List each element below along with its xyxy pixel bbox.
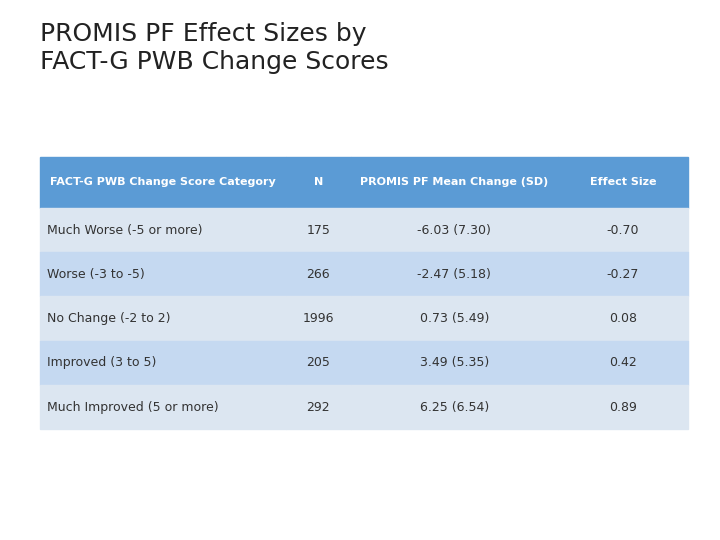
Text: 175: 175 (306, 224, 330, 237)
Bar (40, 385, 286, 429)
Text: PROMIS PF Effect Sizes by
FACT-G PWB Change Scores: PROMIS PF Effect Sizes by FACT-G PWB Cha… (40, 22, 388, 75)
Bar (286, 385, 351, 429)
Bar (351, 157, 558, 208)
Text: 1996: 1996 (302, 312, 334, 325)
Bar (286, 208, 351, 252)
Text: -0.70: -0.70 (606, 224, 639, 237)
Bar (40, 341, 286, 385)
Text: 292: 292 (307, 401, 330, 414)
Text: Much Worse (-5 or more): Much Worse (-5 or more) (47, 224, 202, 237)
Bar (558, 341, 688, 385)
Bar (40, 157, 286, 208)
Text: 205: 205 (306, 356, 330, 369)
Text: FACT-G PWB Change Score Category: FACT-G PWB Change Score Category (50, 177, 276, 187)
Text: Improved (3 to 5): Improved (3 to 5) (47, 356, 156, 369)
Bar (558, 252, 688, 296)
Bar (286, 341, 351, 385)
Bar (40, 252, 286, 296)
Text: 3.49 (5.35): 3.49 (5.35) (420, 356, 489, 369)
Text: 6.25 (6.54): 6.25 (6.54) (420, 401, 489, 414)
Text: 0.42: 0.42 (609, 356, 636, 369)
Text: Effect Size: Effect Size (590, 177, 656, 187)
Text: 0.08: 0.08 (609, 312, 636, 325)
Bar (351, 252, 558, 296)
Bar (558, 208, 688, 252)
Text: PROMIS PF Mean Change (SD): PROMIS PF Mean Change (SD) (360, 177, 549, 187)
Bar (286, 296, 351, 341)
Text: -2.47 (5.18): -2.47 (5.18) (418, 268, 491, 281)
Text: 266: 266 (307, 268, 330, 281)
Text: -0.27: -0.27 (607, 268, 639, 281)
Text: N: N (314, 177, 323, 187)
Bar (286, 157, 351, 208)
Bar (40, 296, 286, 341)
Bar (286, 252, 351, 296)
Bar (558, 157, 688, 208)
Text: Much Improved (5 or more): Much Improved (5 or more) (47, 401, 218, 414)
Text: 0.89: 0.89 (609, 401, 636, 414)
Bar (351, 341, 558, 385)
Bar (351, 208, 558, 252)
Bar (351, 296, 558, 341)
Bar (558, 385, 688, 429)
Text: 0.73 (5.49): 0.73 (5.49) (420, 312, 489, 325)
Text: Worse (-3 to -5): Worse (-3 to -5) (47, 268, 145, 281)
Bar (40, 208, 286, 252)
Text: No Change (-2 to 2): No Change (-2 to 2) (47, 312, 171, 325)
Text: -6.03 (7.30): -6.03 (7.30) (418, 224, 491, 237)
Bar (351, 385, 558, 429)
Bar (558, 296, 688, 341)
